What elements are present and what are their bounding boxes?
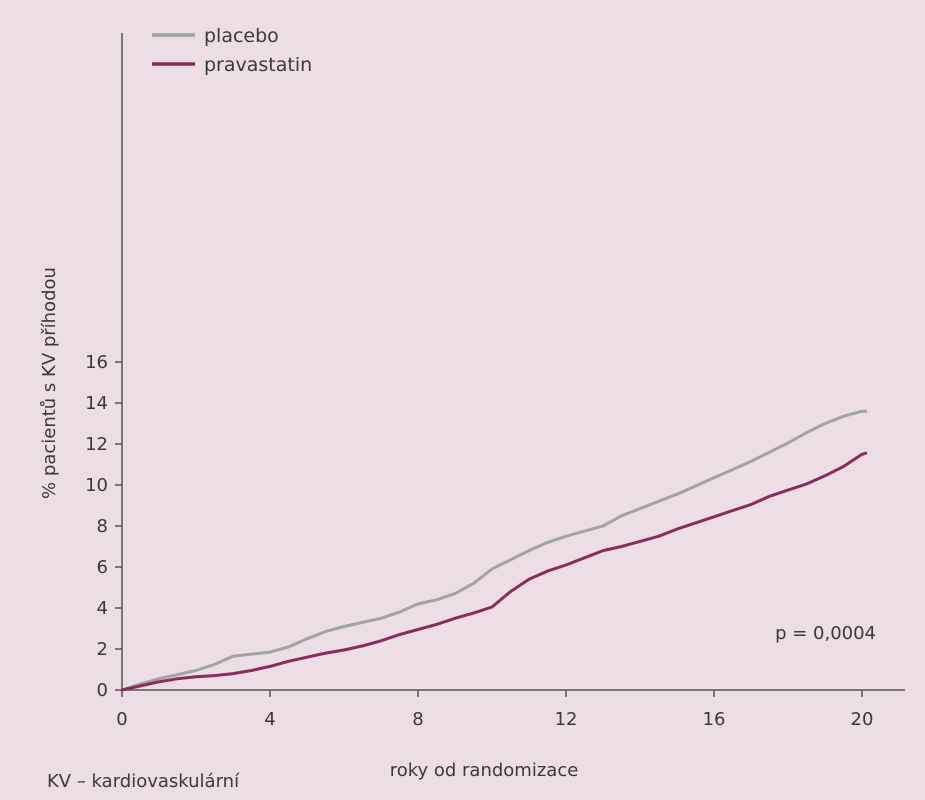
y-tick-label: 2 — [97, 639, 108, 660]
x-tick-label: 0 — [116, 709, 127, 730]
legend: placebo pravastatin — [152, 25, 312, 76]
series-lines — [120, 409, 868, 692]
x-tick-label: 4 — [264, 709, 275, 730]
footnote: KV – kardiovaskulární — [47, 771, 240, 792]
y-tick-label: 0 — [97, 680, 108, 701]
y-tick-label: 12 — [85, 434, 108, 455]
y-tick-label: 4 — [97, 598, 108, 619]
series-line-placebo — [120, 409, 868, 692]
legend-label-placebo: placebo — [204, 25, 279, 47]
legend-label-pravastatin: pravastatin — [204, 54, 312, 76]
y-tick-label: 10 — [85, 475, 108, 496]
axes: 0 2 4 6 8 10 12 14 16 0 4 8 12 16 20 — [85, 33, 905, 730]
x-axis-title: roky od randomizace — [390, 760, 579, 781]
p-value-annotation: p = 0,0004 — [775, 623, 876, 644]
x-tick-label: 16 — [703, 709, 726, 730]
series-line-pravastatin — [120, 451, 868, 692]
y-tick-label: 16 — [85, 352, 108, 373]
y-axis-title: % pacientů s KV příhodou — [39, 267, 60, 499]
y-tick-label: 6 — [97, 557, 108, 578]
x-tick-label: 20 — [851, 709, 874, 730]
y-tick-label: 14 — [85, 393, 108, 414]
x-tick-label: 8 — [412, 709, 423, 730]
y-tick-label: 8 — [97, 516, 108, 537]
x-tick-label: 12 — [555, 709, 578, 730]
